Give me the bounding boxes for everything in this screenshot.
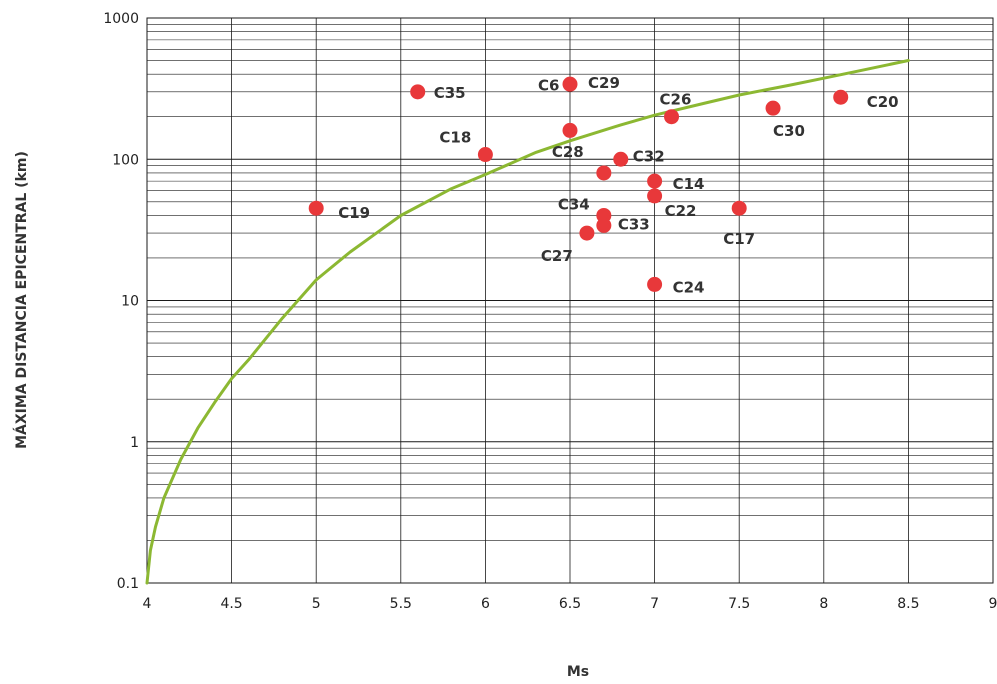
data-point-c27 [579, 225, 595, 241]
x-tick-label: 7 [650, 596, 659, 612]
point-label-c34: C34 [558, 195, 590, 213]
data-point-c22 [647, 188, 663, 204]
x-tick-label: 6 [481, 596, 490, 612]
plot-border [146, 17, 994, 584]
data-point-c17 [731, 200, 747, 216]
point-labels-layer: C35 C29 C26 C6 C30 C20 C18 C32 C28 C14 C22 C19 C17 C3… [338, 74, 898, 296]
data-point-c18 [477, 147, 493, 163]
data-point-c19 [308, 200, 324, 216]
y-tick-label: 1000 [103, 11, 139, 27]
data-point-c35 [410, 84, 426, 100]
x-tick-label: 5.5 [390, 596, 412, 612]
x-tick-label: 6.5 [559, 596, 581, 612]
point-label-c24: C24 [673, 278, 705, 296]
plot-area-border [146, 17, 994, 584]
data-point-c32 [613, 151, 629, 167]
point-label-c14: C14 [673, 175, 705, 193]
point-label-c26: C26 [660, 91, 692, 109]
x-tick-label: 8.5 [897, 596, 919, 612]
data-point-c26 [664, 109, 680, 125]
data-points-layer [308, 76, 849, 292]
point-label-c35: C35 [434, 84, 466, 102]
point-label-c29: C29 [588, 74, 620, 92]
point-label-c6: C6 [538, 76, 559, 94]
point-label-c33: C33 [618, 215, 650, 233]
x-tick-label: 7.5 [728, 596, 750, 612]
point-label-c20: C20 [867, 93, 899, 111]
data-point-c24 [647, 276, 663, 292]
data-point-c6 [562, 122, 578, 138]
data-point-c30 [765, 100, 781, 116]
point-label-c32: C32 [633, 147, 665, 165]
point-label-c28: C28 [552, 143, 584, 161]
y-axis-title: MÁXIMA DISTANCIA EPICENTRAL (km) [13, 151, 30, 449]
y-tick-label: 100 [112, 152, 139, 168]
x-axis-title: Ms [567, 664, 589, 680]
data-point-c14 [647, 173, 663, 189]
data-point-c20 [833, 89, 849, 105]
x-tick-label: 9 [989, 596, 997, 612]
x-tick-label: 5 [312, 596, 321, 612]
point-label-c30: C30 [773, 122, 805, 140]
data-point-c29 [562, 76, 578, 92]
data-point-c28 [596, 165, 612, 181]
x-tick-label: 8 [819, 596, 828, 612]
data-point-c33 [596, 217, 612, 233]
fit-curve-layer [145, 59, 910, 585]
point-label-c18: C18 [439, 129, 471, 147]
x-tick-labels: 4 4.5 5 5.5 6 6.5 7 7.5 8 8.5 9 [143, 596, 997, 612]
point-label-c19: C19 [338, 204, 370, 222]
y-tick-label: 1 [130, 435, 139, 451]
x-tick-label: 4 [143, 596, 152, 612]
fit-curve [145, 59, 910, 585]
y-tick-label: 0.1 [117, 576, 139, 592]
x-tick-label: 4.5 [220, 596, 242, 612]
y-tick-label: 10 [121, 294, 139, 310]
point-label-c22: C22 [665, 202, 697, 220]
y-tick-labels: 0.1 1 10 100 1000 [103, 11, 139, 592]
point-label-c27: C27 [541, 247, 573, 265]
point-label-c17: C17 [723, 230, 755, 248]
